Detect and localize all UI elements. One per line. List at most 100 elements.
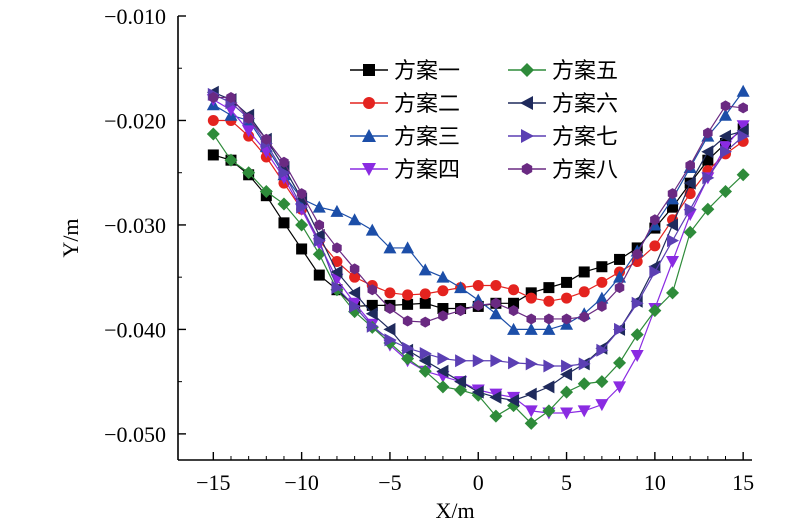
- data-point: [436, 270, 450, 283]
- legend-item: 方案一: [350, 59, 460, 84]
- y-tick-label: −0.010: [104, 4, 166, 29]
- x-tick-label: 10: [644, 470, 666, 495]
- data-point: [261, 133, 272, 145]
- data-point: [243, 112, 254, 124]
- data-point: [363, 64, 375, 76]
- data-point: [703, 127, 713, 139]
- data-point: [596, 343, 609, 357]
- data-point: [242, 166, 256, 180]
- data-point: [650, 214, 660, 226]
- data-point: [719, 108, 733, 121]
- x-tick-label: 15: [732, 470, 754, 495]
- data-point: [630, 350, 644, 363]
- data-point: [402, 315, 413, 327]
- data-point: [437, 285, 449, 297]
- data-point: [520, 96, 533, 110]
- data-point: [207, 149, 219, 161]
- data-point: [436, 380, 450, 394]
- data-point: [542, 322, 556, 335]
- series-layer: [206, 84, 750, 430]
- data-point: [684, 202, 697, 216]
- data-point: [279, 156, 289, 168]
- data-point: [419, 288, 431, 300]
- series-4: [206, 94, 750, 420]
- legend-item: 方案四: [350, 158, 460, 183]
- data-point: [278, 217, 290, 229]
- data-point: [508, 305, 519, 317]
- legend-item: 方案二: [350, 92, 460, 117]
- x-tick-label: −10: [284, 470, 318, 495]
- y-tick-label: −0.030: [104, 213, 166, 238]
- data-point: [577, 405, 591, 418]
- data-point: [330, 204, 344, 217]
- data-point: [521, 163, 533, 175]
- data-point: [613, 270, 627, 283]
- data-point: [418, 354, 431, 368]
- data-point: [614, 282, 625, 294]
- data-point: [508, 297, 520, 309]
- series-line: [213, 93, 744, 367]
- data-point: [521, 129, 534, 143]
- data-point: [332, 242, 342, 254]
- data-point: [631, 296, 644, 310]
- legend-label: 方案四: [394, 158, 460, 183]
- data-point: [719, 185, 733, 199]
- data-point: [701, 145, 714, 159]
- data-point: [578, 266, 590, 278]
- data-point: [313, 269, 325, 281]
- data-point: [542, 380, 555, 394]
- data-point: [278, 166, 291, 180]
- data-point: [438, 310, 448, 322]
- data-point: [491, 297, 501, 309]
- data-point: [667, 201, 679, 213]
- data-point: [490, 354, 503, 368]
- data-point: [365, 223, 379, 236]
- data-point: [401, 241, 415, 254]
- data-point: [418, 263, 432, 276]
- data-point: [561, 292, 573, 304]
- data-point: [560, 385, 574, 399]
- legend-item: 方案五: [508, 59, 618, 84]
- data-point: [314, 219, 325, 231]
- data-point: [330, 265, 343, 279]
- data-point: [736, 84, 750, 97]
- data-point: [385, 303, 395, 315]
- legend-label: 方案一: [394, 59, 460, 84]
- y-axis-title: Y/m: [58, 218, 83, 257]
- data-point: [226, 91, 236, 103]
- data-point: [613, 356, 627, 370]
- data-point: [561, 276, 573, 288]
- data-point: [208, 91, 219, 103]
- data-point: [420, 316, 431, 328]
- data-point: [737, 129, 750, 143]
- data-point: [738, 102, 748, 114]
- data-point: [508, 356, 521, 370]
- data-point: [578, 357, 591, 371]
- y-tick-label: −0.040: [104, 317, 166, 342]
- data-point: [596, 276, 608, 288]
- x-tick-label: 0: [473, 470, 484, 495]
- data-point: [312, 200, 326, 213]
- data-point: [331, 281, 344, 295]
- data-point: [277, 197, 291, 211]
- data-point: [455, 305, 466, 317]
- data-point: [632, 248, 642, 260]
- data-point: [437, 352, 450, 366]
- data-point: [362, 129, 376, 142]
- legend-item: 方案八: [508, 158, 618, 183]
- data-point: [702, 154, 714, 166]
- legend-label: 方案三: [394, 125, 460, 150]
- data-point: [363, 97, 375, 109]
- series-5: [206, 127, 750, 430]
- data-point: [649, 240, 661, 252]
- data-point: [630, 328, 644, 342]
- y-tick-label: −0.020: [104, 108, 166, 133]
- series-8: [208, 91, 748, 328]
- data-point: [666, 218, 679, 232]
- data-point: [524, 387, 537, 401]
- data-point: [507, 322, 521, 335]
- data-point: [524, 416, 538, 430]
- data-point: [402, 289, 414, 301]
